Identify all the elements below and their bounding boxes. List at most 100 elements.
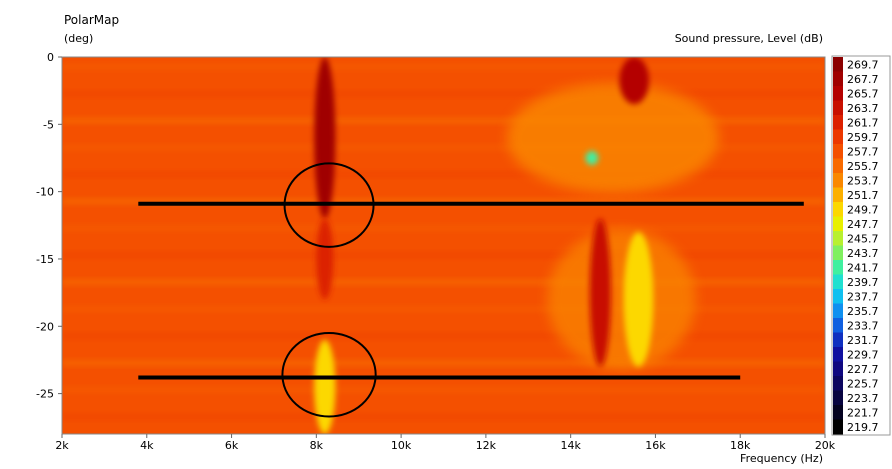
colorbar-swatch <box>833 347 843 362</box>
heatmap-band <box>62 117 825 124</box>
colorbar-swatch <box>833 245 843 261</box>
heatmap-band <box>62 359 825 366</box>
colorbar-swatch <box>833 405 843 420</box>
x-tick-label: 14k <box>560 439 581 452</box>
colorbar-level-label: 239.7 <box>847 276 879 289</box>
y-axis-label: (deg) <box>64 32 93 45</box>
colorbar-level-label: 259.7 <box>847 131 879 144</box>
heatmap-area <box>62 57 825 434</box>
colorbar-swatch <box>833 274 843 290</box>
colorbar-level-label: 267.7 <box>847 73 879 86</box>
x-tick-label: 12k <box>476 439 497 452</box>
colorbar-level-label: 247.7 <box>847 218 879 231</box>
x-tick-label: 16k <box>645 439 666 452</box>
heatmap-feature-4 <box>585 150 599 165</box>
colorbar-swatch <box>833 390 843 406</box>
heatmap-band <box>62 225 825 232</box>
colorbar-level-label: 221.7 <box>847 406 879 419</box>
colorbar-swatch <box>833 100 843 116</box>
colorbar-level-label: 235.7 <box>847 305 879 318</box>
colorbar-level-label: 269.7 <box>847 58 879 71</box>
colorbar-level-label: 243.7 <box>847 247 879 260</box>
colorbar-swatch <box>833 144 843 159</box>
colorbar-level-label: 225.7 <box>847 377 879 390</box>
heatmap-feature-1 <box>316 218 334 300</box>
colorbar-level-label: 249.7 <box>847 203 879 216</box>
heatmap-band <box>62 90 825 97</box>
colorbar-swatch <box>833 202 843 217</box>
plot-frame <box>61 56 826 435</box>
y-tick-label: -25 <box>36 388 54 401</box>
y-tick-label: -15 <box>36 253 54 266</box>
y-tick-label: -20 <box>36 320 54 333</box>
colorbar-level-label: 261.7 <box>847 116 879 129</box>
colorbar-swatch <box>833 158 843 174</box>
colorbar-swatch <box>833 318 843 333</box>
y-tick-label: -10 <box>36 186 54 199</box>
chart-title: PolarMap <box>64 13 119 27</box>
colorbar-level-label: 255.7 <box>847 160 879 173</box>
heatmap-band <box>62 279 825 286</box>
heatmap-band <box>62 386 825 393</box>
heatmap-feature-3 <box>619 57 650 105</box>
colorbar-label: Sound pressure, Level (dB) <box>675 32 823 45</box>
colorbar-swatch <box>833 187 843 203</box>
colorbar-swatch <box>833 419 843 435</box>
colorbar-level-label: 241.7 <box>847 261 879 274</box>
x-axis: 2k 4k 6k 8k 10k 12k 14k 16k 18k 20k <box>55 434 836 452</box>
heatmap-band <box>62 144 825 151</box>
x-tick-label: 2k <box>55 439 69 452</box>
heatmap-feature-0 <box>314 57 336 219</box>
y-tick-label: -5 <box>43 118 54 131</box>
x-tick-label: 10k <box>391 439 412 452</box>
colorbar-swatch <box>833 129 843 145</box>
y-tick-label: 0 <box>47 51 54 64</box>
colorbar-swatch <box>833 231 843 246</box>
colorbar-level-label: 233.7 <box>847 319 879 332</box>
colorbar-swatch <box>833 303 843 319</box>
x-axis-label: Frequency (Hz) <box>740 452 823 465</box>
colorbar-swatch <box>833 71 843 87</box>
annotation-circle-1 <box>281 332 377 418</box>
colorbar-level-label: 229.7 <box>847 348 879 361</box>
heatmap-band <box>62 333 825 340</box>
annotation-circle-0 <box>283 162 375 248</box>
colorbar-swatch <box>833 289 843 304</box>
x-tick-label: 20k <box>815 439 836 452</box>
colorbar-level-label: 223.7 <box>847 392 879 405</box>
heatmap-band <box>62 413 825 420</box>
colorbar-swatch <box>833 376 843 391</box>
heatmap-feature-6 <box>623 232 654 367</box>
heatmap-feature-5 <box>589 218 611 367</box>
colorbar-swatch <box>833 361 843 377</box>
heatmap-band <box>62 252 825 259</box>
colorbar-swatch <box>833 216 843 232</box>
heatmap-band <box>62 171 825 178</box>
heatmap-feature-2 <box>314 339 336 434</box>
x-tick-label: 8k <box>310 439 324 452</box>
y-axis: 0 -5 -10 -15 -20 -25 <box>36 51 62 401</box>
heatmap-halo <box>507 82 720 193</box>
colorbar-level-label: 257.7 <box>847 145 879 158</box>
colorbar-level-label: 245.7 <box>847 232 879 245</box>
x-tick-label: 4k <box>140 439 154 452</box>
annotation-layer <box>61 56 826 435</box>
colorbar-level-label: 227.7 <box>847 363 879 376</box>
heatmap-halo <box>547 229 696 370</box>
colorbar-level-label: 263.7 <box>847 102 879 115</box>
heatmap-band <box>62 63 825 70</box>
colorbar-level-label: 253.7 <box>847 174 879 187</box>
colorbar-level-label: 231.7 <box>847 334 879 347</box>
colorbar-swatch <box>833 57 843 72</box>
colorbar-swatch <box>833 260 843 275</box>
colorbar-level-label: 237.7 <box>847 290 879 303</box>
colorbar-swatch <box>833 332 843 348</box>
colorbar-level-label: 265.7 <box>847 87 879 100</box>
x-tick-label: 18k <box>730 439 751 452</box>
heatmap-band <box>62 306 825 313</box>
colorbar-swatch <box>833 86 843 101</box>
colorbar-swatch <box>833 173 843 188</box>
x-tick-label: 6k <box>225 439 239 452</box>
